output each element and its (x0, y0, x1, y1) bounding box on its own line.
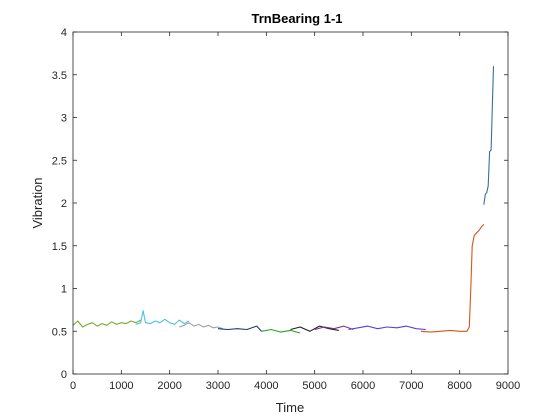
x-tick-label: 5000 (302, 380, 326, 392)
chart-title: TrnBearing 1-1 (251, 11, 342, 26)
x-tick-label: 7000 (399, 380, 423, 392)
x-tick-label: 4000 (254, 380, 278, 392)
x-tick-label: 0 (70, 380, 76, 392)
series-line-6 (290, 325, 339, 332)
y-tick-label: 2 (61, 198, 67, 210)
x-tick-label: 1000 (109, 380, 133, 392)
series-line-2 (135, 310, 190, 325)
x-tick-label: 3000 (206, 380, 230, 392)
x-tick-label: 8000 (447, 380, 471, 392)
series-line-3 (179, 322, 223, 330)
series-line-5 (261, 328, 301, 334)
series-line-4 (217, 325, 262, 332)
y-tick-label: 3.5 (52, 70, 67, 82)
y-tick-label: 1 (61, 284, 67, 296)
axes: 0 1000 2000 3000 4000 5000 6000 7000 8000 9000 0 0.… (52, 27, 521, 392)
x-tick-label: 9000 (496, 380, 520, 392)
x-axis-label: Time (276, 400, 304, 415)
y-tick-label: 4 (61, 27, 67, 39)
plot-frame (72, 31, 509, 375)
y-tick-label: 3 (61, 113, 67, 125)
x-tick-label: 2000 (157, 380, 181, 392)
plot-lines (72, 66, 495, 334)
y-tick-label: 2.5 (52, 155, 67, 167)
series-line-8 (348, 325, 426, 331)
y-tick-label: 1.5 (52, 241, 67, 253)
series-line-1 (72, 319, 141, 328)
series-line-10 (483, 66, 495, 205)
y-tick-label: 0.5 (52, 326, 67, 338)
x-tick-label: 6000 (351, 380, 375, 392)
series-line-7 (314, 325, 354, 331)
y-axis-label: Vibration (30, 177, 45, 228)
y-tick-label: 0 (61, 369, 67, 381)
series-line-9 (420, 224, 485, 333)
